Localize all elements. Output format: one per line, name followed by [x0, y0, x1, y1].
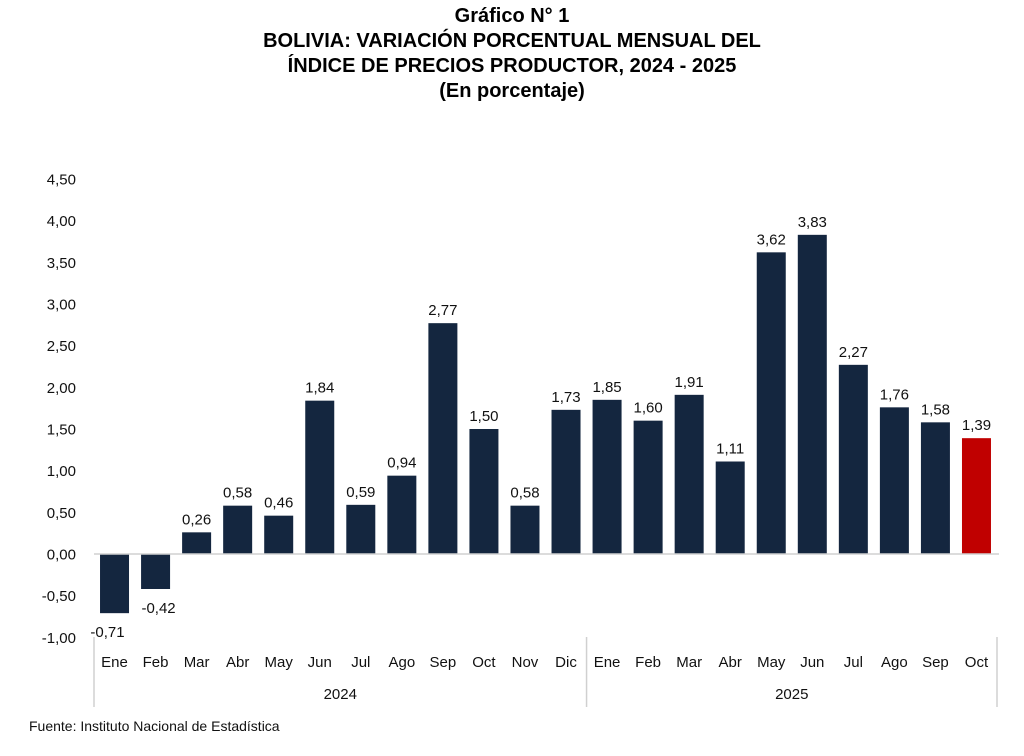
data-label: 1,91: [675, 374, 704, 391]
x-tick-label: Abr: [719, 654, 742, 671]
bar: [756, 252, 786, 555]
bar: [961, 438, 991, 554]
data-label: 2,77: [428, 302, 457, 319]
data-label: 0,59: [346, 484, 375, 501]
x-tick-label: Abr: [226, 654, 249, 671]
x-tick-label: Feb: [635, 654, 661, 671]
x-tick-label: Jun: [800, 654, 824, 671]
data-label: 1,73: [551, 389, 580, 406]
x-tick-label: Ene: [594, 654, 621, 671]
bar: [715, 461, 745, 554]
y-tick-label: 3,50: [47, 255, 76, 272]
bar: [510, 505, 540, 554]
x-tick-label: Jul: [351, 654, 370, 671]
x-tick-label: May: [757, 654, 786, 671]
data-label: 1,39: [962, 417, 991, 434]
y-tick-label: 2,50: [47, 338, 76, 355]
x-tick-label: Oct: [472, 654, 496, 671]
data-label: 1,84: [305, 380, 334, 397]
data-label: -0,71: [90, 624, 124, 641]
x-tick-label: Jul: [844, 654, 863, 671]
bar: [264, 515, 294, 554]
bar: [223, 505, 253, 554]
chart-title-number: Gráfico N° 1: [454, 5, 570, 27]
y-tick-label: 1,50: [47, 422, 76, 439]
bar: [346, 504, 376, 554]
bar: [633, 420, 663, 554]
bar: [674, 394, 704, 554]
x-tick-label: Mar: [184, 654, 210, 671]
x-tick-label: Ago: [881, 654, 908, 671]
bar: [305, 400, 335, 554]
y-tick-label: 1,00: [47, 463, 76, 480]
x-tick-label: Ene: [101, 654, 128, 671]
data-label: 0,58: [510, 485, 539, 502]
x-tick-label: Nov: [512, 654, 539, 671]
bar: [182, 532, 212, 554]
bar: [387, 475, 417, 554]
data-label: 1,11: [716, 441, 744, 458]
data-label: 3,62: [757, 231, 786, 248]
data-label: -0,42: [141, 600, 175, 617]
chart-title-line-2: ÍNDICE DE PRECIOS PRODUCTOR, 2024 - 2025: [287, 55, 737, 77]
x-tick-label: Sep: [922, 654, 949, 671]
data-label: 1,76: [880, 386, 909, 403]
data-label: 1,60: [634, 400, 663, 417]
chart-title-block: Gráfico N° 1 BOLIVIA: VARIACIÓN PORCENTU…: [0, 4, 1024, 104]
y-tick-label: -1,00: [42, 630, 76, 647]
x-tick-label: May: [265, 654, 294, 671]
data-label: 1,85: [592, 379, 621, 396]
bar: [141, 554, 171, 589]
data-label: 3,83: [798, 214, 827, 231]
x-tick-label: Oct: [965, 654, 989, 671]
x-tick-label: Mar: [676, 654, 702, 671]
source-note: Fuente: Instituto Nacional de Estadístic…: [29, 718, 280, 734]
x-group-label: 2024: [324, 686, 357, 703]
data-label: 1,50: [469, 408, 498, 425]
bar: [551, 409, 581, 554]
x-tick-label: Sep: [430, 654, 457, 671]
y-tick-label: 0,00: [47, 547, 76, 564]
x-tick-label: Dic: [555, 654, 577, 671]
y-tick-label: 2,00: [47, 380, 76, 397]
bar: [592, 399, 622, 554]
data-label: 0,46: [264, 495, 293, 512]
x-tick-label: Feb: [143, 654, 169, 671]
data-label: 0,58: [223, 485, 252, 502]
bar: [428, 323, 458, 554]
bar: [838, 364, 868, 554]
data-label: 1,58: [921, 401, 950, 418]
y-tick-label: 4,00: [47, 213, 76, 230]
y-tick-label: 0,50: [47, 505, 76, 522]
y-tick-label: -0,50: [42, 588, 76, 605]
y-tick-label: 3,00: [47, 297, 76, 314]
bar: [879, 407, 909, 554]
x-group-label: 2025: [775, 686, 808, 703]
data-label: 0,26: [182, 511, 211, 528]
bar: [469, 429, 499, 554]
y-tick-label: 4,50: [47, 172, 76, 189]
bar: [100, 554, 130, 614]
bar: [797, 234, 827, 555]
data-label: 2,27: [839, 344, 868, 361]
x-tick-label: Ago: [388, 654, 415, 671]
data-label: 0,94: [387, 455, 416, 472]
bar: [920, 422, 950, 554]
x-tick-label: Jun: [308, 654, 332, 671]
chart-subtitle: (En porcentaje): [439, 80, 585, 102]
chart-title-line-1: BOLIVIA: VARIACIÓN PORCENTUAL MENSUAL DE…: [263, 30, 761, 52]
